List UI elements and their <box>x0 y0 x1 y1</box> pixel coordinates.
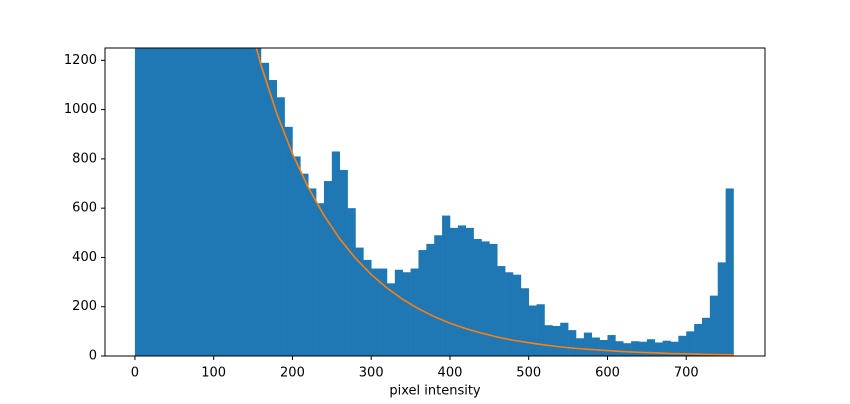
bar <box>323 181 333 356</box>
bar <box>725 188 734 356</box>
bar <box>221 48 230 356</box>
x-tick-label: 0 <box>131 366 139 381</box>
y-tick-label: 800 <box>72 151 97 166</box>
bar <box>552 325 561 356</box>
axes-frame <box>104 47 766 357</box>
x-axis-label: pixel intensity <box>389 384 481 399</box>
bar <box>560 322 569 356</box>
plot-area <box>134 48 734 356</box>
y-tick-label: 0 <box>89 349 97 364</box>
bar <box>631 341 640 356</box>
bar <box>591 337 600 356</box>
bar <box>316 203 325 356</box>
bar <box>568 330 577 356</box>
bar <box>709 295 719 356</box>
bar <box>190 48 199 356</box>
bar <box>426 243 435 356</box>
y-tick-label: 400 <box>72 250 97 265</box>
bar <box>150 48 159 356</box>
bar <box>694 323 703 356</box>
bar <box>638 341 648 356</box>
bar <box>544 325 553 356</box>
bar <box>363 259 372 356</box>
y-tick-label: 600 <box>72 201 97 216</box>
bar <box>331 151 341 356</box>
bar <box>607 335 616 356</box>
bar <box>308 188 317 356</box>
bar <box>449 227 459 356</box>
x-tick-label: 500 <box>516 366 541 381</box>
bar <box>174 48 183 356</box>
bar <box>575 338 585 356</box>
bar <box>646 339 656 356</box>
bar <box>481 241 490 356</box>
bar <box>213 48 222 356</box>
bar <box>583 332 593 356</box>
bar <box>253 48 262 356</box>
bar <box>182 48 191 356</box>
bar <box>442 215 451 356</box>
bar <box>347 208 356 356</box>
x-tick-label: 200 <box>280 366 305 381</box>
bar <box>386 283 396 356</box>
bar <box>717 262 726 356</box>
x-tick-label: 400 <box>438 366 463 381</box>
bar <box>394 269 404 356</box>
bar <box>371 268 380 356</box>
bar <box>339 169 348 356</box>
bar <box>489 243 498 356</box>
bar <box>379 268 388 356</box>
x-tick-label: 600 <box>595 366 620 381</box>
bar <box>292 156 301 356</box>
bar <box>229 48 238 356</box>
x-tick-label: 700 <box>674 366 699 381</box>
bar <box>623 343 632 356</box>
bar <box>654 342 663 356</box>
bar <box>465 227 474 356</box>
bar <box>599 339 608 356</box>
y-tick-label: 1200 <box>64 53 97 68</box>
bar <box>497 266 506 356</box>
y-tick-label: 1000 <box>64 102 97 117</box>
bar <box>678 335 687 356</box>
bar <box>701 317 711 356</box>
bar <box>512 274 522 356</box>
bar <box>158 48 167 356</box>
bar <box>268 80 277 356</box>
bar <box>418 250 427 356</box>
bar <box>686 331 695 356</box>
bar <box>457 225 467 356</box>
x-tick-label: 300 <box>359 366 384 381</box>
bar <box>205 48 214 356</box>
x-tick-label: 100 <box>201 366 226 381</box>
bar <box>260 62 270 356</box>
bar <box>520 288 530 356</box>
y-tick-label: 200 <box>72 299 97 314</box>
bar <box>615 341 624 356</box>
bar <box>410 268 419 356</box>
bar <box>473 238 482 356</box>
bar <box>284 126 293 356</box>
fit-curve <box>255 48 734 356</box>
bar <box>237 48 246 356</box>
bar <box>166 48 175 356</box>
bar <box>434 235 443 356</box>
bar <box>276 97 285 356</box>
bar <box>505 272 514 356</box>
bar <box>528 305 537 356</box>
bar <box>536 304 545 356</box>
bar <box>402 272 411 356</box>
bar <box>662 340 671 356</box>
bar <box>245 48 254 356</box>
bar <box>355 247 364 356</box>
bar <box>197 48 207 356</box>
bar <box>142 48 151 356</box>
bar <box>134 48 144 356</box>
bar <box>670 341 679 356</box>
bar <box>300 173 309 356</box>
